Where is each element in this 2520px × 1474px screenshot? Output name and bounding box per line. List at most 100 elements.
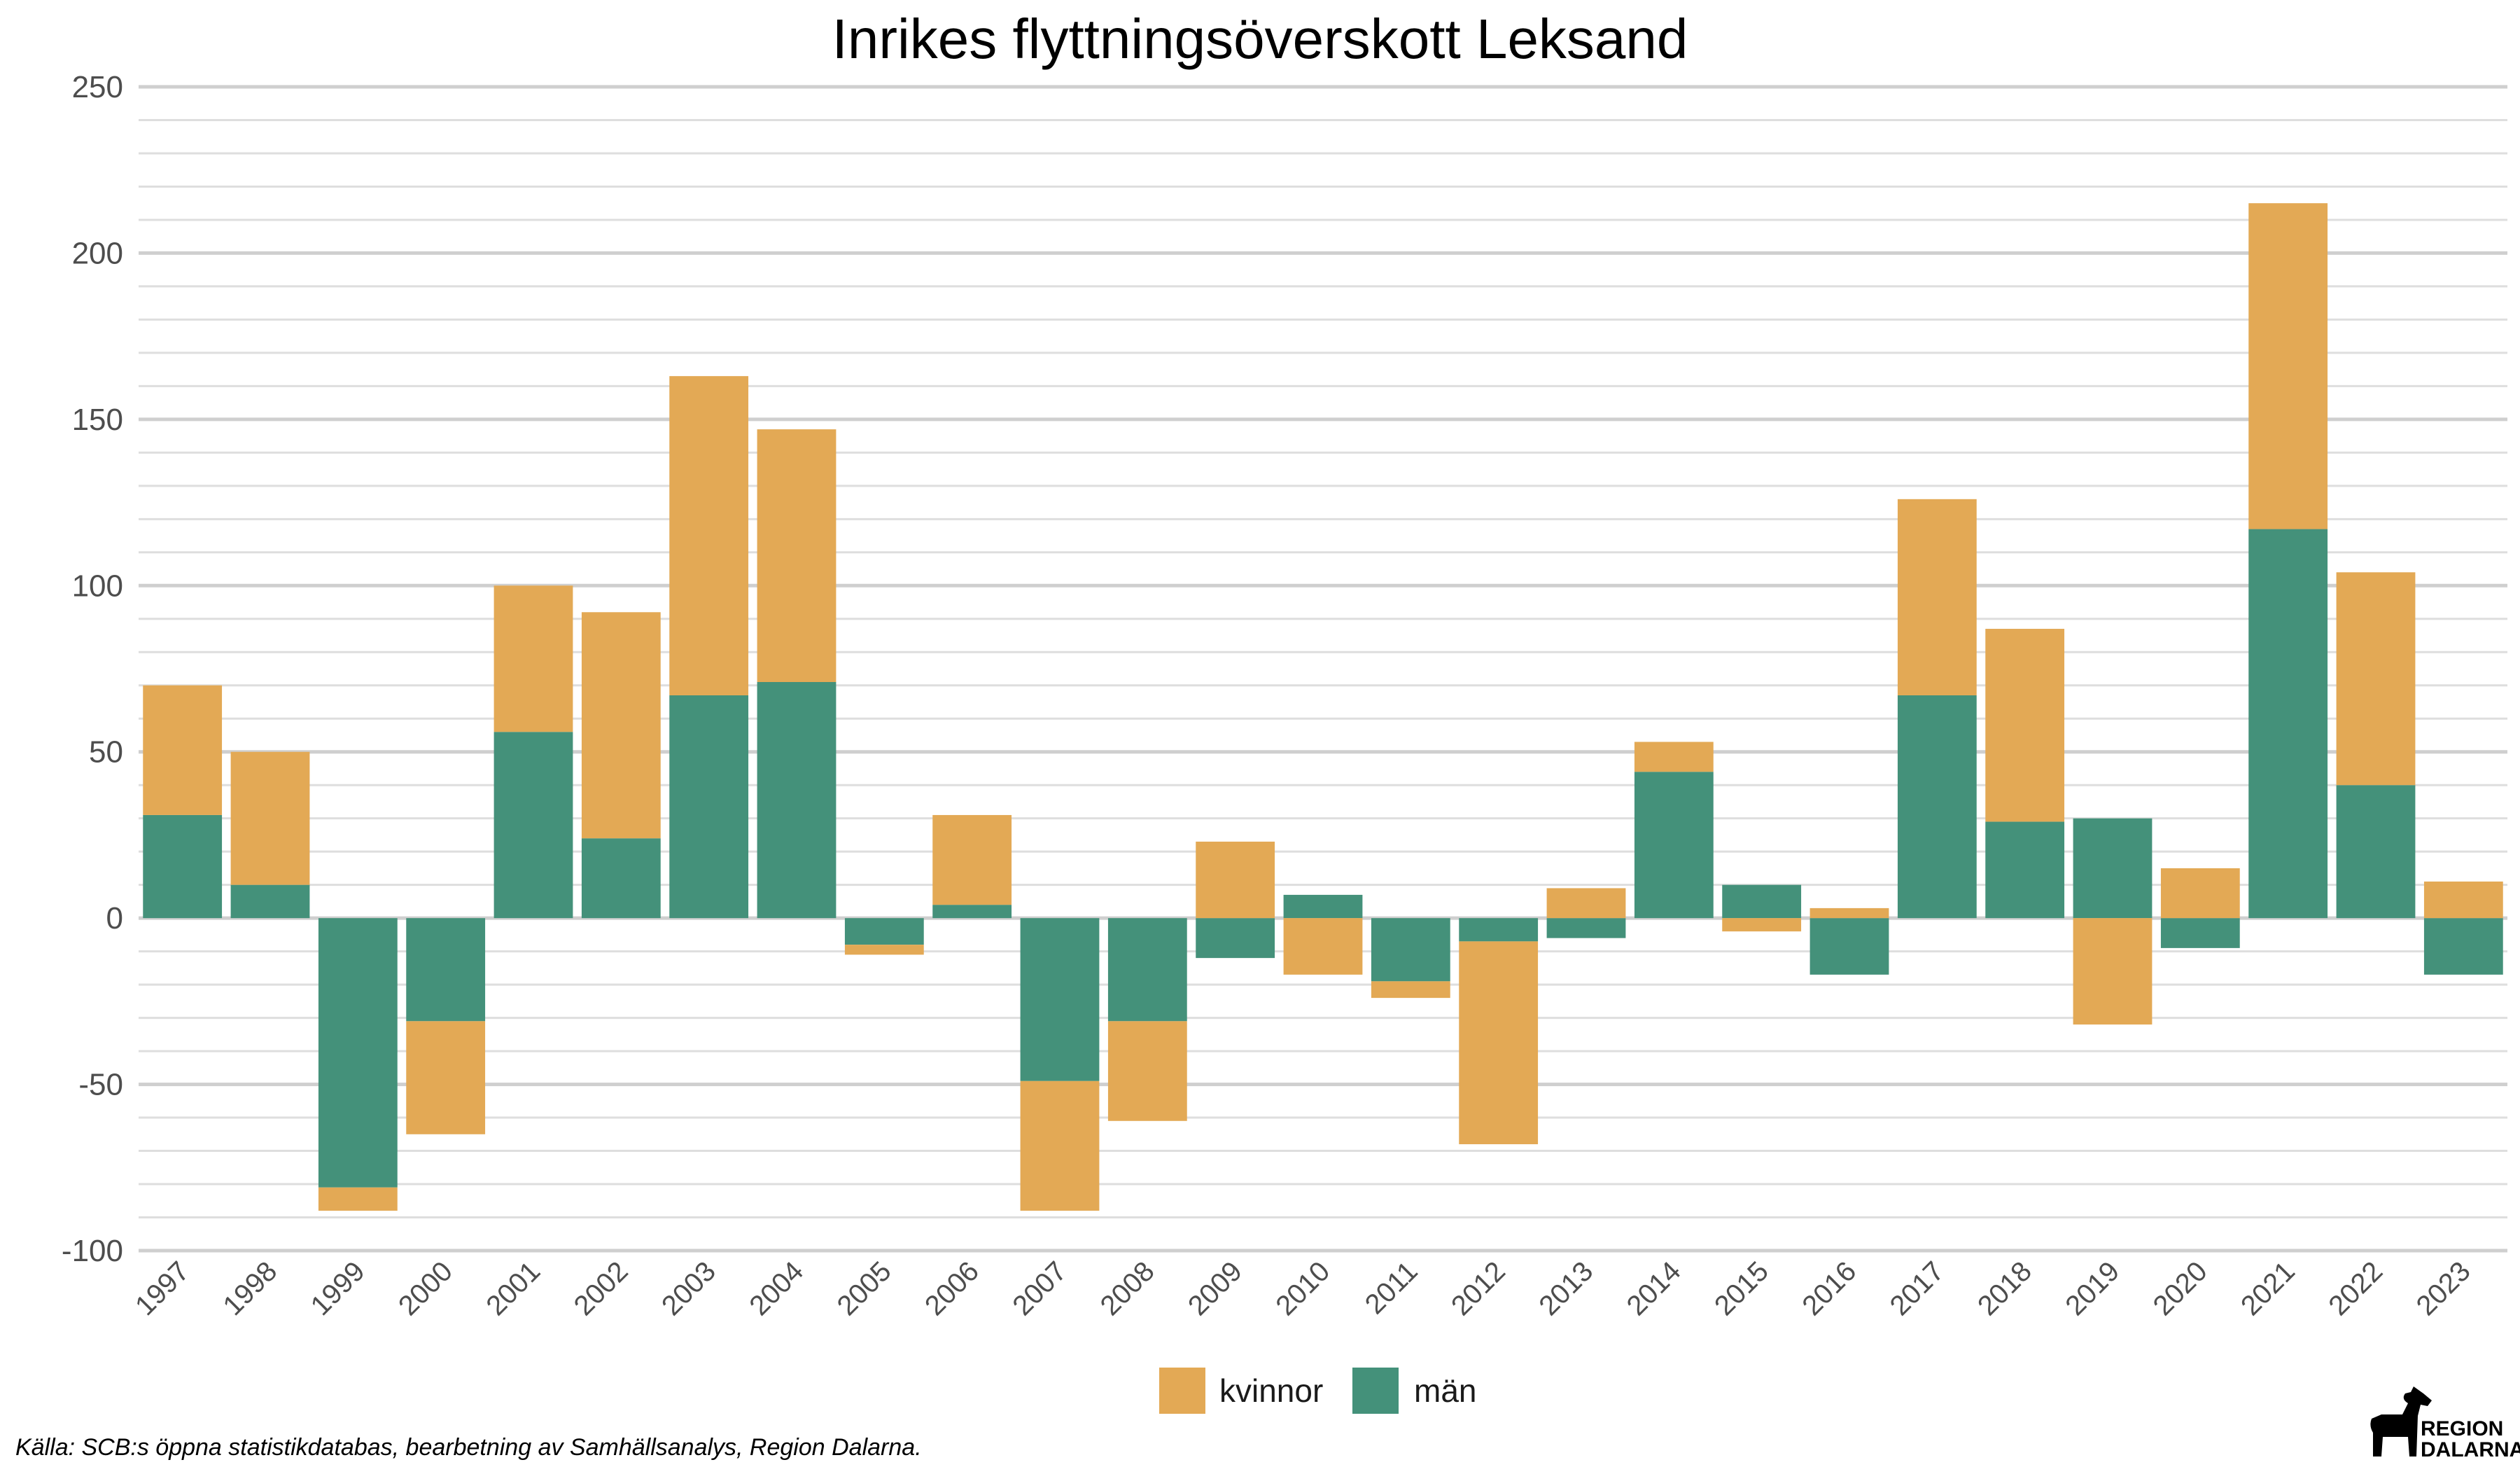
legend-swatch-kvinnor bbox=[1159, 1368, 1205, 1414]
x-tick-label: 2023 bbox=[2411, 1256, 2477, 1321]
bar-kvinnor-2023 bbox=[2423, 881, 2503, 919]
x-tick-label: 2009 bbox=[1182, 1256, 1248, 1321]
bar-kvinnor-1997 bbox=[143, 685, 223, 815]
bar-man-2021 bbox=[2248, 529, 2328, 919]
bar-kvinnor-2008 bbox=[1107, 1021, 1187, 1121]
bar-kvinnor-2016 bbox=[1809, 908, 1889, 919]
bar-man-2014 bbox=[1634, 772, 1714, 919]
x-tick-label: 2016 bbox=[1796, 1256, 1862, 1321]
x-tick-label: 2022 bbox=[2323, 1256, 2388, 1321]
bar-kvinnor-2007 bbox=[1020, 1080, 1100, 1211]
bar-kvinnor-2003 bbox=[669, 376, 749, 695]
y-tick-label: 250 bbox=[72, 70, 123, 104]
x-tick-label: 2018 bbox=[1972, 1256, 2038, 1321]
bar-man-2004 bbox=[757, 681, 836, 919]
bar-kvinnor-2012 bbox=[1459, 941, 1539, 1145]
source-caption: Källa: SCB:s öppna statistikdatabas, bea… bbox=[15, 1434, 922, 1461]
bar-man-2002 bbox=[581, 838, 661, 919]
bar-man-2012 bbox=[1459, 918, 1539, 942]
y-tick-label: 100 bbox=[72, 569, 123, 603]
bar-kvinnor-2018 bbox=[1985, 629, 2065, 822]
y-tick-label: -50 bbox=[78, 1068, 123, 1102]
bar-man-2007 bbox=[1020, 918, 1100, 1081]
y-axis: -100 -50 0 50 100 150 200 250 bbox=[62, 70, 123, 1268]
bar-man-2022 bbox=[2336, 785, 2416, 919]
bar-kvinnor-2005 bbox=[844, 945, 924, 955]
bar-man-2010 bbox=[1283, 894, 1363, 919]
legend-label-man: män bbox=[1414, 1372, 1476, 1409]
x-tick-label: 1999 bbox=[305, 1256, 371, 1321]
bar-man-2011 bbox=[1371, 918, 1450, 982]
bar-kvinnor-2009 bbox=[1196, 841, 1275, 919]
x-tick-label: 2020 bbox=[2148, 1256, 2213, 1321]
bar-kvinnor-2002 bbox=[581, 612, 661, 839]
y-tick-label: -100 bbox=[62, 1234, 123, 1268]
x-tick-label: 2002 bbox=[568, 1256, 634, 1321]
bar-man-2008 bbox=[1107, 918, 1187, 1022]
x-axis: 1997 1998 1999 2000 2001 2002 2003 2004 2005 2006… bbox=[130, 1256, 2477, 1321]
bar-kvinnor-2013 bbox=[1546, 888, 1626, 919]
bar-man-2000 bbox=[406, 918, 486, 1022]
bar-kvinnor-2010 bbox=[1283, 918, 1363, 975]
logo-text-dalarna: DALARNA bbox=[2421, 1438, 2520, 1461]
x-tick-label: 2015 bbox=[1709, 1256, 1774, 1321]
bar-kvinnor-2020 bbox=[2160, 868, 2240, 919]
bar-man-1998 bbox=[230, 884, 310, 919]
x-tick-label: 2017 bbox=[1884, 1256, 1950, 1321]
bar-kvinnor-1999 bbox=[318, 1187, 398, 1211]
bars bbox=[143, 203, 2503, 1211]
dala-horse-icon bbox=[2370, 1386, 2432, 1456]
x-tick-label: 2001 bbox=[480, 1256, 546, 1321]
bar-kvinnor-2019 bbox=[2073, 918, 2152, 1025]
bar-kvinnor-2011 bbox=[1371, 981, 1450, 999]
x-tick-label: 2003 bbox=[656, 1256, 722, 1321]
logo-text-region: REGION bbox=[2421, 1417, 2503, 1440]
bar-man-2003 bbox=[669, 695, 749, 919]
x-tick-label: 2010 bbox=[1270, 1256, 1336, 1321]
bar-kvinnor-2014 bbox=[1634, 742, 1714, 772]
bar-man-2016 bbox=[1809, 918, 1889, 975]
x-tick-label: 2006 bbox=[919, 1256, 985, 1321]
bar-kvinnor-2004 bbox=[757, 429, 836, 682]
bar-man-2001 bbox=[493, 732, 573, 919]
bar-man-2017 bbox=[1897, 695, 1977, 919]
bar-kvinnor-2022 bbox=[2336, 572, 2416, 786]
x-tick-label: 1997 bbox=[130, 1256, 195, 1321]
x-tick-label: 2013 bbox=[1533, 1256, 1599, 1321]
x-tick-label: 2012 bbox=[1446, 1256, 1511, 1321]
x-tick-label: 2000 bbox=[393, 1256, 458, 1321]
bar-kvinnor-2000 bbox=[406, 1021, 486, 1134]
bar-man-2013 bbox=[1546, 918, 1626, 938]
bar-man-2019 bbox=[2073, 818, 2152, 919]
x-tick-label: 2011 bbox=[1359, 1256, 1424, 1320]
bar-man-2015 bbox=[1722, 884, 1802, 919]
chart-title: Inrikes flyttningsöverskott Leksand bbox=[832, 8, 1688, 70]
bar-man-2005 bbox=[844, 918, 924, 945]
x-tick-label: 2004 bbox=[743, 1256, 809, 1321]
y-tick-label: 50 bbox=[89, 735, 123, 770]
bar-man-2023 bbox=[2423, 918, 2503, 975]
y-tick-label: 150 bbox=[72, 403, 123, 437]
bar-man-1999 bbox=[318, 918, 398, 1188]
bar-kvinnor-2017 bbox=[1897, 499, 1977, 695]
x-tick-label: 2008 bbox=[1095, 1256, 1161, 1321]
bar-man-2018 bbox=[1985, 821, 2065, 919]
bar-man-1997 bbox=[143, 814, 223, 919]
x-tick-label: 2021 bbox=[2235, 1256, 2301, 1321]
x-tick-label: 2014 bbox=[1621, 1256, 1687, 1321]
bar-man-2006 bbox=[932, 905, 1012, 919]
bar-kvinnor-2015 bbox=[1722, 918, 1802, 932]
legend: kvinnor män bbox=[1159, 1368, 1476, 1414]
x-tick-label: 2019 bbox=[2059, 1256, 2125, 1321]
bar-kvinnor-1998 bbox=[230, 751, 310, 885]
bar-man-2020 bbox=[2160, 918, 2240, 948]
y-tick-label: 200 bbox=[72, 236, 123, 270]
bar-kvinnor-2006 bbox=[932, 814, 1012, 905]
x-tick-label: 2007 bbox=[1007, 1256, 1072, 1321]
legend-label-kvinnor: kvinnor bbox=[1219, 1372, 1323, 1409]
bar-kvinnor-2021 bbox=[2248, 203, 2328, 529]
x-tick-label: 2005 bbox=[832, 1256, 897, 1321]
bar-kvinnor-2001 bbox=[493, 585, 573, 732]
